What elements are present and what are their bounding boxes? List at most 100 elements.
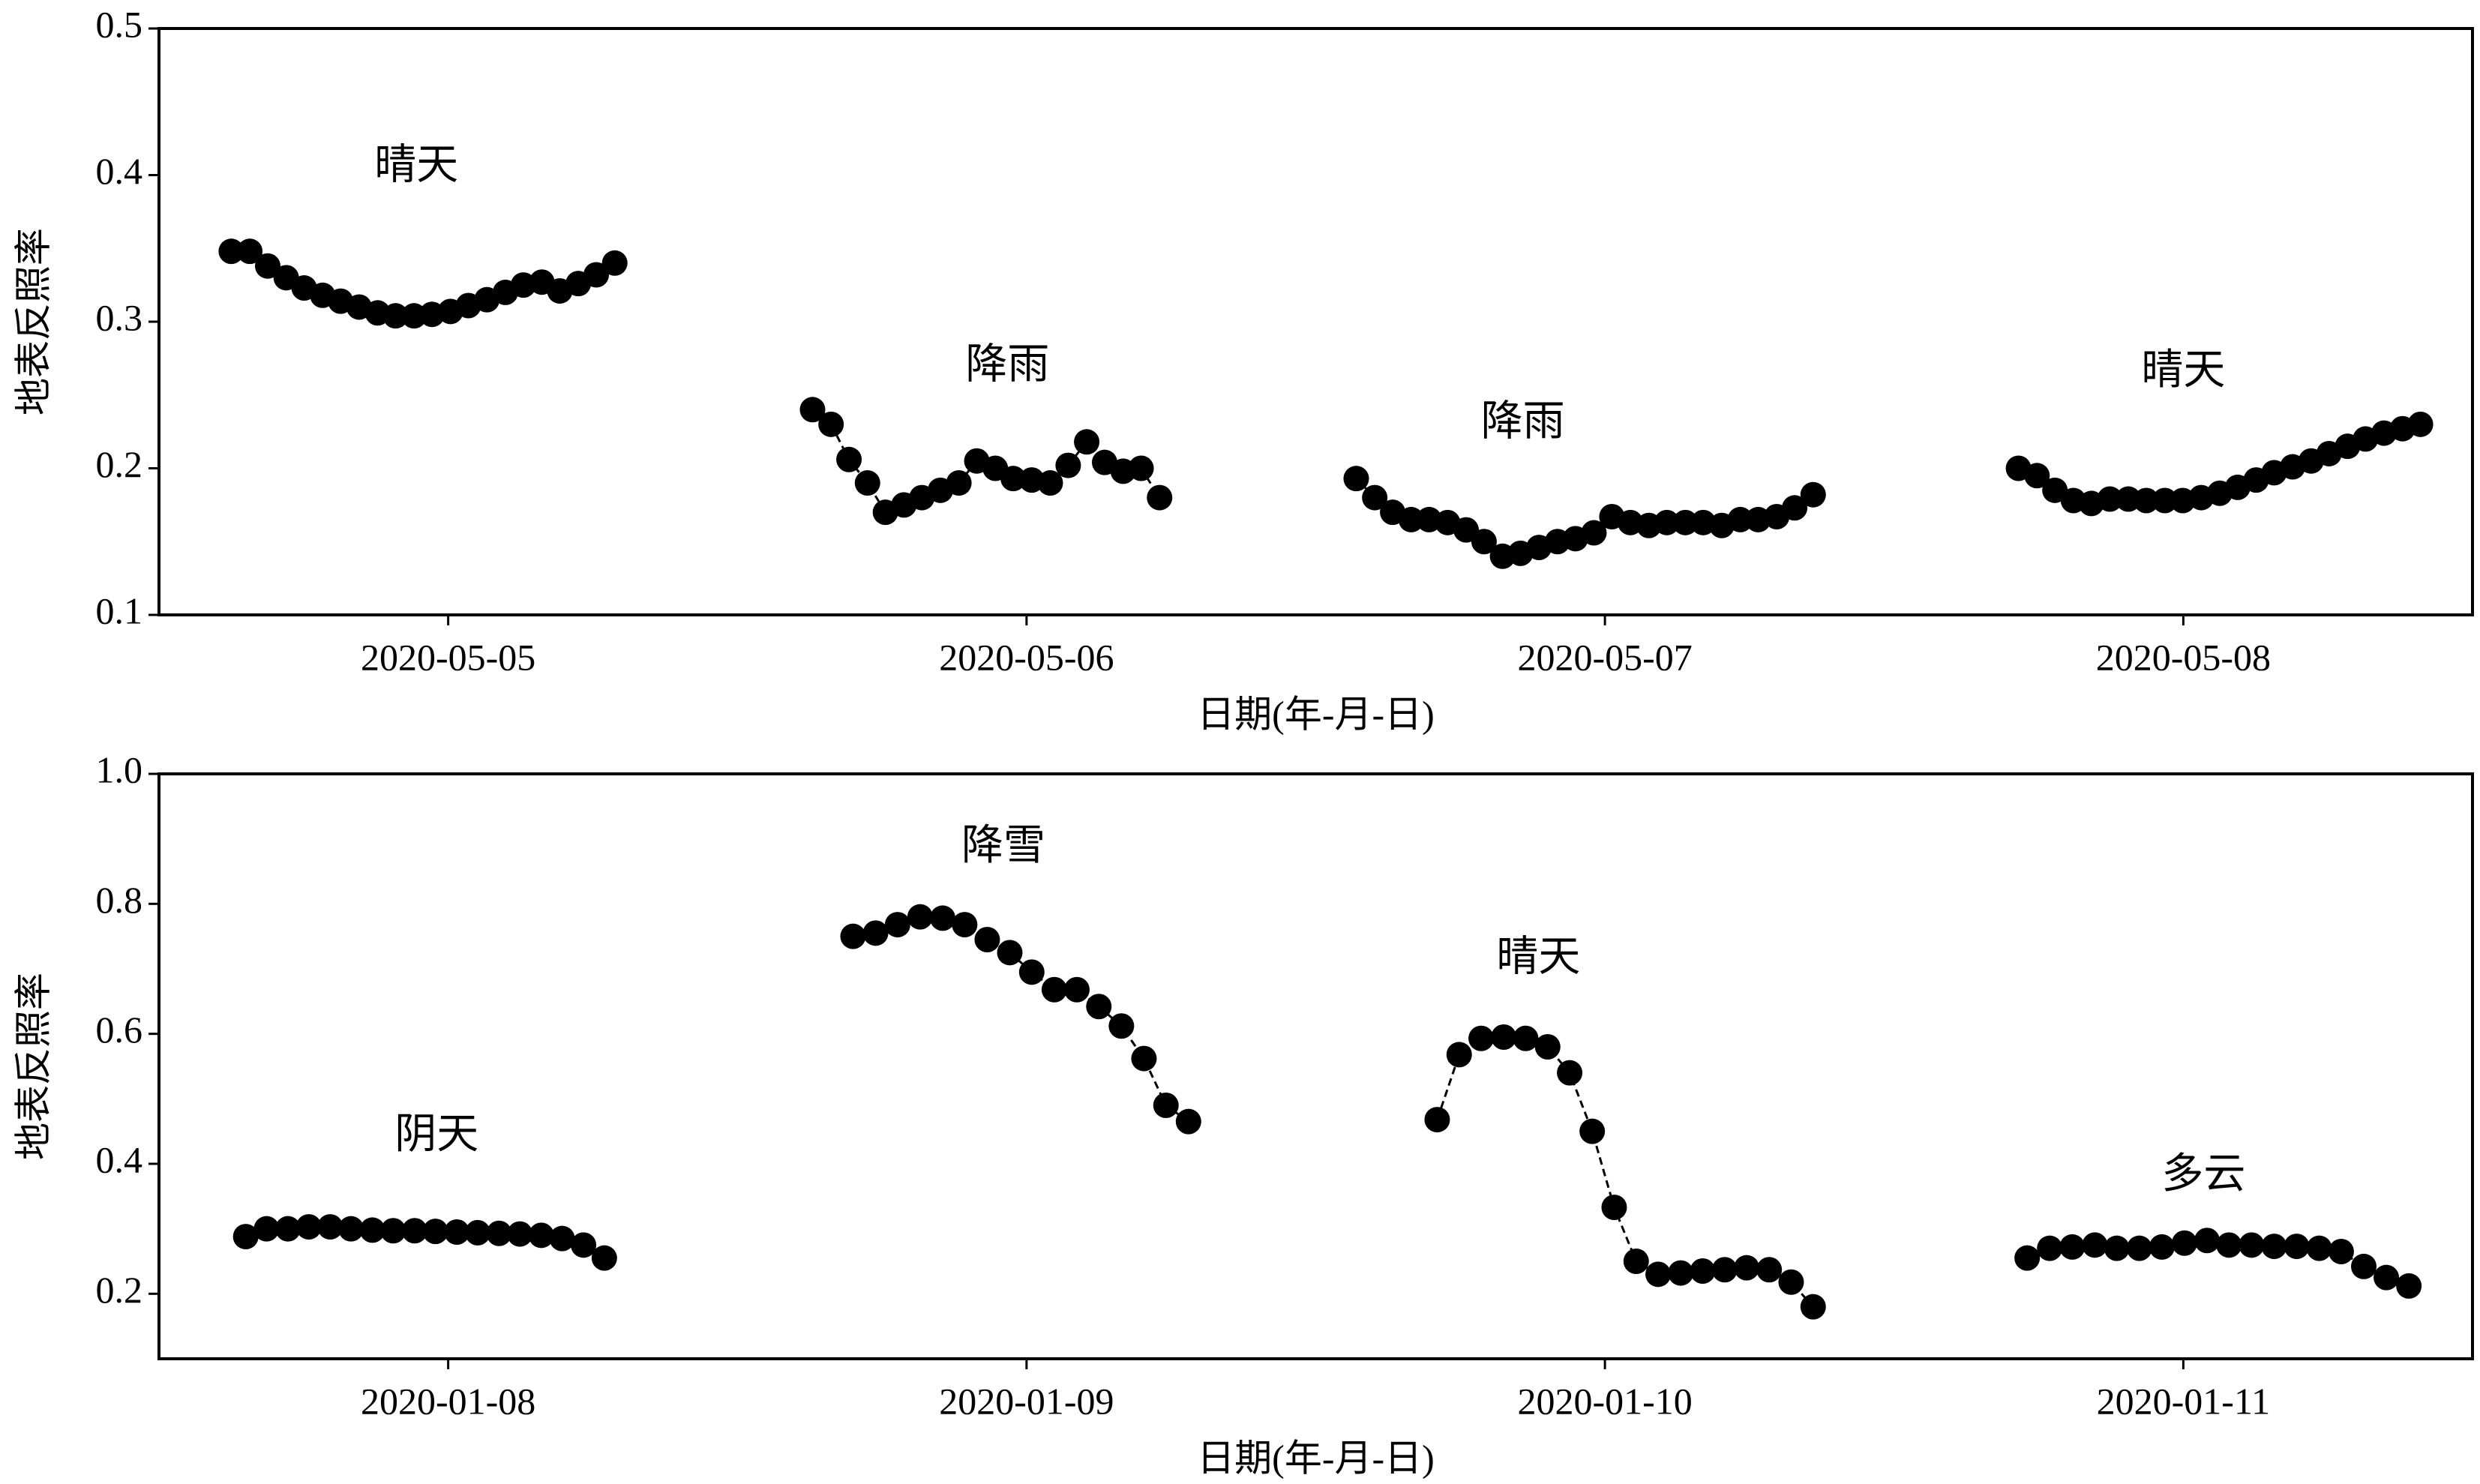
x-tick-label: 2020-05-05	[361, 636, 535, 678]
y-tick-label: 0.4	[96, 150, 143, 192]
data-point	[1424, 1107, 1450, 1133]
data-point	[1581, 520, 1607, 546]
y-tick-label: 1.0	[96, 748, 143, 790]
data-point	[1645, 1261, 1672, 1288]
data-point	[818, 411, 844, 437]
data-point	[1668, 1260, 1694, 1286]
data-point	[1147, 484, 1173, 511]
annotation: 晴天	[374, 142, 458, 189]
data-point	[2104, 1235, 2130, 1261]
annotation: 降雪	[961, 823, 1045, 869]
data-point	[1471, 529, 1497, 555]
y-tick-label: 0.6	[96, 1009, 143, 1051]
x-tick-label: 2020-01-09	[939, 1380, 1114, 1422]
annotation: 晴天	[2141, 347, 2225, 394]
data-point	[1074, 429, 1100, 455]
data-point	[1086, 994, 1112, 1020]
data-point	[1734, 1255, 1760, 1281]
data-point	[1601, 1195, 1627, 1221]
y-axis-label: 地表反照率	[12, 228, 54, 415]
data-point	[591, 1245, 617, 1271]
data-point	[1398, 506, 1424, 532]
data-point	[2126, 1235, 2152, 1261]
data-point	[946, 470, 972, 496]
y-tick-label: 0.8	[96, 879, 143, 921]
data-point	[549, 1225, 575, 1252]
data-point	[2134, 487, 2160, 514]
data-point	[2374, 1264, 2400, 1291]
data-point	[218, 238, 244, 265]
annotation: 阴天	[394, 1111, 478, 1158]
data-point	[1175, 1108, 1201, 1135]
data-point	[1800, 1294, 1826, 1320]
data-point	[2194, 1228, 2220, 1254]
y-tick-label: 0.2	[96, 1269, 143, 1311]
data-point	[1153, 1093, 1179, 1118]
annotation: 降雨	[965, 341, 1049, 388]
data-point	[1131, 1045, 1157, 1072]
data-point	[1534, 1034, 1561, 1060]
data-point	[1055, 452, 1081, 478]
data-point	[2149, 1234, 2175, 1260]
data-point	[836, 446, 862, 472]
annotation: 多云	[2161, 1151, 2245, 1198]
data-point	[1128, 455, 1154, 481]
data-point	[2097, 486, 2123, 512]
data-point	[380, 1218, 406, 1244]
data-point	[507, 1221, 533, 1247]
series-line	[853, 916, 1189, 1123]
data-point	[1468, 1025, 1495, 1051]
x-tick-label: 2020-01-11	[2097, 1380, 2270, 1422]
plot-frame	[157, 772, 2474, 1360]
data-point	[2082, 1232, 2108, 1258]
data-point	[2261, 1234, 2287, 1260]
data-point	[382, 303, 409, 329]
x-tick-label: 2020-05-07	[1517, 636, 1692, 678]
data-point	[1557, 1060, 1583, 1086]
data-point	[359, 1217, 385, 1243]
data-point	[2239, 1232, 2265, 1258]
data-point	[274, 1216, 301, 1242]
data-point	[974, 927, 1000, 952]
data-point	[1446, 1042, 1472, 1068]
data-point	[2014, 1245, 2041, 1271]
data-point	[952, 912, 978, 938]
data-point	[1108, 1013, 1135, 1039]
data-point	[237, 238, 263, 265]
x-tick-label: 2020-01-08	[361, 1380, 535, 1422]
data-point	[1343, 466, 1369, 492]
data-point	[840, 923, 866, 949]
data-point	[884, 912, 910, 938]
data-point	[2216, 1232, 2242, 1258]
data-point	[1037, 470, 1063, 496]
data-point	[1491, 1024, 1517, 1050]
y-tick-label: 0.1	[96, 589, 143, 631]
data-point	[1063, 976, 1090, 1003]
data-point	[1513, 1025, 1539, 1051]
y-tick-label: 0.2	[96, 443, 143, 485]
x-axis-label: 日期(年-月-日)	[1197, 1437, 1435, 1479]
data-point	[601, 250, 628, 276]
data-point	[2037, 1235, 2063, 1261]
x-tick-label: 2020-01-10	[1517, 1380, 1692, 1422]
data-point	[1654, 509, 1680, 535]
data-point	[444, 1219, 470, 1245]
data-point	[232, 1224, 259, 1250]
data-point	[1690, 1258, 1716, 1284]
x-tick-label: 2020-05-06	[939, 636, 1114, 678]
data-point	[2396, 1273, 2422, 1299]
data-point	[2328, 1239, 2354, 1264]
data-point	[1018, 959, 1045, 985]
data-point	[907, 904, 933, 930]
data-point	[2059, 1234, 2086, 1260]
data-point	[528, 1222, 554, 1249]
data-point	[401, 1218, 427, 1244]
data-point	[295, 1214, 322, 1240]
data-point	[338, 1216, 364, 1242]
x-tick-label: 2020-05-08	[2096, 636, 2271, 678]
data-point	[862, 920, 889, 946]
data-point	[1756, 1257, 1783, 1283]
y-axis-label: 地表反照率	[12, 973, 54, 1160]
data-point	[2024, 463, 2050, 489]
